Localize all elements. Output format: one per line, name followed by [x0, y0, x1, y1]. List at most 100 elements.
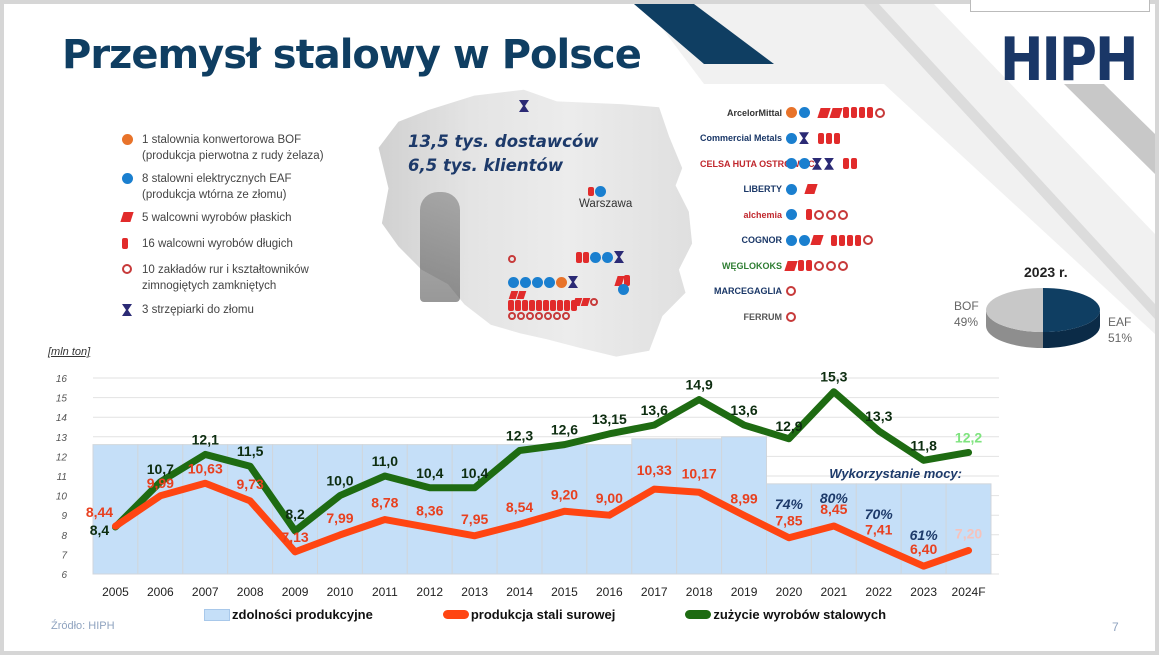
y-tick-label: 16 [56, 374, 68, 385]
consumption-value-label: 10,7 [147, 461, 174, 477]
production-value-label: 8,78 [371, 495, 398, 511]
tooltip-popup [970, 0, 1150, 12]
y-tick-label: 10 [56, 492, 68, 503]
pie-label-bof: BOF 49% [954, 299, 979, 329]
y-tick-label: 14 [56, 413, 68, 424]
capacity-bar [451, 444, 498, 575]
y-tick-label: 8 [61, 531, 67, 542]
x-tick-label: 2024F [952, 585, 986, 599]
page-title: Przemysł stalowy w Polsce [62, 32, 642, 78]
company-facility-icons [786, 286, 796, 297]
legend-production: produkcja stali surowej [442, 607, 615, 622]
marker-group [508, 276, 578, 288]
company-logo: ArcelorMittal [726, 107, 782, 118]
marker-group [508, 312, 570, 320]
consumption-value-label: 8,2 [285, 506, 305, 522]
consumption-value-label: 10,0 [326, 473, 353, 489]
ring-icon [508, 255, 516, 263]
marker-group [576, 251, 624, 263]
company-logo: LIBERTY [743, 184, 782, 195]
consumption-value-label: 8,4 [90, 522, 110, 538]
production-value-label: 6,40 [910, 541, 937, 557]
production-value-label: 9,00 [596, 490, 623, 506]
chart-legend: zdolności produkcyjne produkcja stali su… [204, 607, 886, 622]
consumption-value-label: 10,4 [416, 465, 443, 481]
legend-item-long: 16 walcowni wyrobów długich [122, 236, 324, 252]
legend-item-pipes: 10 zakładów rur i kształtowników zimnogię… [122, 262, 324, 294]
blue-dot-icon [122, 173, 133, 184]
company-row: alchemia [700, 202, 910, 228]
x-tick-label: 2017 [641, 585, 668, 599]
company-logo: FERRUM [743, 311, 783, 322]
consumption-value-label: 12,2 [955, 429, 982, 445]
company-facility-icons [786, 311, 796, 322]
production-value-label: 7,13 [281, 529, 308, 545]
x-tick-label: 2010 [327, 585, 354, 599]
x-tick-label: 2021 [820, 585, 847, 599]
company-row: MARCEGAGLIA [700, 279, 910, 305]
company-logo: MARCEGAGLIA [714, 286, 782, 297]
company-row: ArcelorMittal [700, 100, 910, 126]
production-value-label: 9,99 [147, 475, 174, 491]
production-value-label: 10,17 [682, 465, 717, 481]
legend-consumption: zużycie wyrobów stalowych [685, 607, 886, 622]
capacity-bar [766, 483, 812, 575]
company-facility-icons [786, 132, 840, 145]
x-tick-label: 2009 [282, 585, 309, 599]
consumption-value-label: 13,15 [592, 411, 627, 427]
consumption-line [111, 388, 973, 535]
shredder-icon [122, 304, 132, 316]
poland-map: 13,5 tys. dostawców 6,5 tys. klientów Wa… [372, 84, 702, 374]
company-facility-icons [784, 260, 848, 272]
orange-dot-icon [122, 134, 133, 145]
production-value-label: 7,95 [461, 511, 488, 527]
x-tick-label: 2013 [461, 585, 488, 599]
production-value-label: 7,85 [775, 513, 802, 529]
consumption-value-label: 12,1 [192, 431, 219, 447]
pie-label-eaf: EAF 51% [1108, 315, 1133, 345]
company-facility-icons [786, 107, 885, 119]
capacity-utilization-value: 70% [865, 506, 894, 522]
worker-photo [420, 192, 460, 302]
capacity-bar [631, 438, 678, 575]
company-facility-icons [786, 209, 848, 221]
page-number: 7 [1112, 620, 1119, 634]
marker-group [614, 275, 630, 286]
x-tick-label: 2012 [416, 585, 443, 599]
company-logo: COGNOR [741, 235, 783, 246]
production-value-label: 7,41 [865, 521, 892, 537]
legend-item-bof: 1 stalownia konwertorowa BOF (produkcja p… [122, 132, 324, 164]
company-logo: CELSA HUTA OSTROWIEC [700, 158, 815, 169]
long-product-icon [122, 238, 128, 249]
hiph-logo: HIPH [1000, 26, 1138, 95]
y-tick-label: 13 [56, 433, 68, 444]
capacity-bar [855, 483, 902, 575]
company-facility-icons [786, 183, 818, 195]
company-row: COGNOR [700, 228, 910, 254]
y-tick-label: 9 [61, 511, 67, 522]
consumption-value-label: 11,8 [910, 437, 937, 453]
consumption-value-label: 13,6 [641, 402, 668, 418]
production-swatch [442, 610, 469, 619]
x-tick-label: 2005 [102, 585, 129, 599]
y-tick-label: 12 [56, 452, 68, 463]
consumption-value-label: 13,6 [730, 402, 757, 418]
map-stats: 13,5 tys. dostawców 6,5 tys. klientów [408, 132, 599, 175]
pie-chart: 2023 r. BOF 49% EAF 51% [948, 262, 1148, 372]
production-line [111, 479, 973, 570]
companies-list: ArcelorMittal Commercial Metals CELSA HUTA… [700, 100, 910, 330]
consumption-value-label: 10,4 [461, 465, 488, 481]
x-tick-label: 2011 [372, 585, 398, 599]
consumption-value-label: 11,0 [372, 453, 399, 469]
company-row: FERRUM [700, 304, 910, 330]
pie-title: 2023 r. [1024, 264, 1068, 280]
legend-item-eaf: 8 stalowni elektrycznych EAF (produkcja w… [122, 171, 324, 203]
production-value-label: 9,73 [237, 476, 264, 492]
x-tick-label: 2022 [865, 585, 892, 599]
consumption-swatch [685, 610, 712, 619]
x-tick-label: 2019 [731, 585, 758, 599]
blue-dot-icon [618, 284, 629, 295]
production-value-label: 8,36 [416, 503, 443, 519]
capacity-utilization-value: 74% [775, 496, 804, 512]
x-tick-label: 2008 [237, 585, 264, 599]
